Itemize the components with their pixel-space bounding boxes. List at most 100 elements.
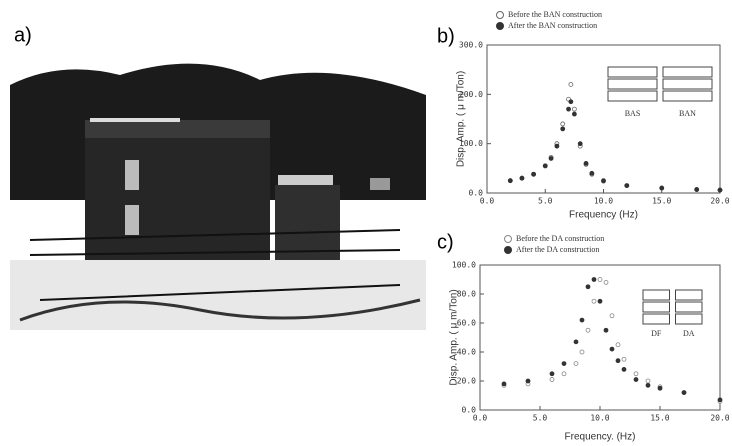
data-point xyxy=(583,160,589,166)
x-tick-label: 0.0 xyxy=(480,197,495,206)
inset-floor xyxy=(607,90,658,102)
y-tick-label: 40.0 xyxy=(457,348,476,357)
data-point xyxy=(591,298,597,304)
x-tick-label: 5.0 xyxy=(533,414,548,423)
data-point xyxy=(717,397,723,403)
inset-floor xyxy=(662,78,713,90)
legend-marker xyxy=(496,11,504,19)
data-point xyxy=(609,346,615,352)
data-point xyxy=(591,277,597,282)
inset-label: DF xyxy=(651,329,662,338)
legend-marker xyxy=(496,22,504,30)
x-tick-label: 0.0 xyxy=(473,414,488,423)
data-point xyxy=(573,339,579,345)
data-point xyxy=(554,143,560,149)
inset-floor xyxy=(662,66,713,78)
data-point xyxy=(694,187,700,192)
panel-label: c) xyxy=(437,231,454,253)
data-point xyxy=(603,279,609,285)
legend-label: After the BAN construction xyxy=(508,21,597,30)
data-point xyxy=(548,156,554,161)
data-point xyxy=(579,317,585,323)
data-point xyxy=(621,366,627,372)
y-tick-label: 80.0 xyxy=(457,290,476,299)
panel-label: a) xyxy=(14,24,32,46)
data-point xyxy=(601,178,606,184)
data-point xyxy=(597,298,603,304)
data-point xyxy=(568,99,574,105)
inset-floor xyxy=(642,289,670,301)
data-point xyxy=(571,106,577,112)
data-point xyxy=(568,82,574,87)
data-point xyxy=(633,377,639,382)
y-tick-label: 0.0 xyxy=(462,406,477,415)
data-point xyxy=(519,175,525,181)
data-point xyxy=(659,185,665,191)
y-tick-label: 60.0 xyxy=(457,319,476,328)
data-point xyxy=(603,327,609,333)
y-tick-label: 100.0 xyxy=(452,261,476,270)
y-tick-label: 20.0 xyxy=(457,377,476,386)
x-tick-label: 10.0 xyxy=(594,197,613,206)
data-point xyxy=(560,121,566,127)
data-point xyxy=(657,385,663,391)
data-point xyxy=(560,126,566,132)
inset-floor xyxy=(607,78,658,90)
panel-label: b) xyxy=(437,25,455,47)
data-point xyxy=(549,371,555,377)
data-point xyxy=(579,349,585,355)
x-tick-label: 20.0 xyxy=(710,414,729,423)
y-tick-label: 0.0 xyxy=(469,189,484,198)
inset-floor xyxy=(607,66,658,78)
y-tick-label: 200.0 xyxy=(459,90,483,99)
x-tick-label: 10.0 xyxy=(590,414,609,423)
data-point xyxy=(549,377,555,382)
legend-label: Before the DA construction xyxy=(516,234,604,243)
legend-label: After the DA construction xyxy=(516,245,599,254)
data-point xyxy=(525,378,531,384)
data-point xyxy=(589,170,595,176)
data-point xyxy=(561,371,567,377)
x-axis-label: Frequency (Hz) xyxy=(569,210,638,221)
inset-floor xyxy=(675,301,703,313)
data-point xyxy=(561,361,567,367)
legend-label: Before the BAN construction xyxy=(508,10,602,19)
y-tick-label: 300.0 xyxy=(459,41,483,50)
inset-label: BAS xyxy=(625,109,641,118)
data-point xyxy=(597,277,603,282)
inset-label: BAN xyxy=(679,109,696,118)
legend-marker xyxy=(504,235,512,243)
data-point xyxy=(645,378,651,384)
x-axis-label: Frequency. (Hz) xyxy=(565,432,636,443)
y-axis-label: Disp. Amp. ( μ m/Ton) xyxy=(456,71,467,167)
data-point xyxy=(507,178,513,184)
x-tick-label: 5.0 xyxy=(538,197,553,206)
data-point xyxy=(681,390,687,396)
data-point xyxy=(573,361,579,367)
data-point xyxy=(531,171,536,177)
inset-floor xyxy=(642,313,670,325)
y-tick-label: 100.0 xyxy=(459,139,483,148)
x-tick-label: 15.0 xyxy=(650,414,669,423)
y-axis-label: Disp. Amp. ( μ m/Ton) xyxy=(449,289,460,385)
data-point xyxy=(585,327,591,333)
x-tick-label: 20.0 xyxy=(710,197,729,206)
data-point xyxy=(501,381,507,387)
data-point xyxy=(621,356,627,362)
photo xyxy=(10,55,426,330)
data-point xyxy=(571,111,577,117)
data-point xyxy=(645,382,651,388)
x-tick-label: 15.0 xyxy=(652,197,671,206)
data-point xyxy=(542,163,548,169)
inset-floor xyxy=(675,289,703,301)
legend-marker xyxy=(504,246,512,254)
data-point xyxy=(585,284,591,290)
data-point xyxy=(717,187,723,193)
inset-floor xyxy=(642,301,670,313)
data-point xyxy=(633,371,639,377)
data-point xyxy=(577,141,583,147)
data-point xyxy=(609,313,615,319)
data-point xyxy=(615,358,621,364)
data-point xyxy=(566,106,571,112)
